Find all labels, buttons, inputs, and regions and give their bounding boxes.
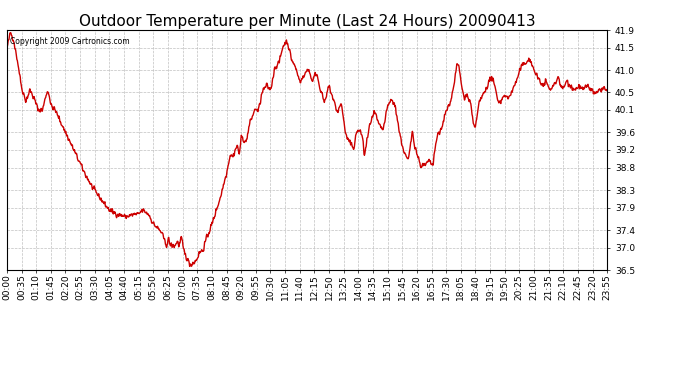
- Text: Copyright 2009 Cartronics.com: Copyright 2009 Cartronics.com: [10, 37, 130, 46]
- Title: Outdoor Temperature per Minute (Last 24 Hours) 20090413: Outdoor Temperature per Minute (Last 24 …: [79, 14, 535, 29]
